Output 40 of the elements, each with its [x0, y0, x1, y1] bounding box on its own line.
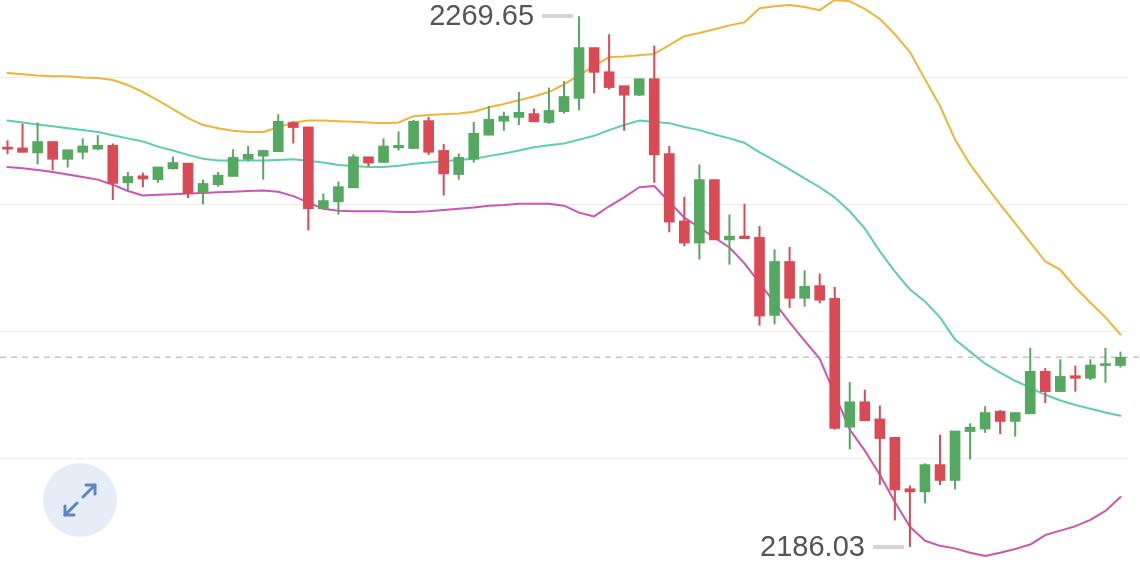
- candlestick: [859, 388, 871, 422]
- candlestick: [543, 86, 555, 125]
- candlestick: [964, 422, 976, 461]
- candlestick: [739, 202, 750, 240]
- candlestick: [814, 272, 826, 305]
- candlestick: [979, 405, 991, 434]
- candlestick: [934, 433, 946, 486]
- candlestick: [227, 148, 239, 178]
- candlestick: [17, 122, 28, 154]
- candlestick: [47, 140, 58, 172]
- candlestick: [333, 180, 344, 216]
- candlestick: [558, 80, 570, 115]
- candlestick: [197, 178, 209, 206]
- candlestick: [799, 269, 810, 308]
- candlestick: [904, 484, 916, 548]
- candlestick: [453, 152, 465, 181]
- candlestick: [994, 409, 1006, 436]
- candlestick: [874, 404, 886, 486]
- candlestick: [483, 105, 495, 137]
- annotation: 2186.03: [760, 529, 865, 562]
- candlestick: [1039, 367, 1051, 405]
- candlestick: [724, 213, 735, 266]
- candlestick: [1070, 364, 1081, 393]
- candlestick: [32, 121, 43, 166]
- candlestick: [122, 171, 134, 193]
- candlestick: [393, 130, 404, 152]
- candlestick: [618, 84, 630, 132]
- candlestick: [257, 149, 269, 181]
- candlestick: [1100, 346, 1111, 384]
- candlestick: [498, 110, 510, 132]
- candlestick: [287, 120, 299, 145]
- candlestick: [77, 137, 89, 161]
- candlestick: [378, 137, 389, 164]
- candlestick: [1009, 411, 1021, 438]
- candlestick: [678, 195, 690, 248]
- annotation: 2269.65: [429, 0, 535, 32]
- candlestick: [1054, 358, 1066, 393]
- candlestick: [513, 91, 525, 127]
- candlestick: [603, 33, 615, 91]
- candlestick: [1085, 358, 1096, 382]
